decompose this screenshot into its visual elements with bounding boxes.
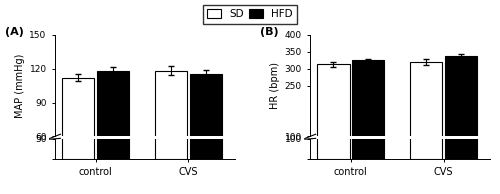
- Text: (B): (B): [260, 27, 278, 37]
- Bar: [96, 111, 129, 159]
- Bar: [445, 56, 477, 170]
- Bar: [317, 64, 350, 170]
- Bar: [190, 112, 222, 159]
- Bar: [62, 114, 94, 159]
- Text: (A): (A): [4, 27, 24, 37]
- Bar: [154, 71, 187, 194]
- Bar: [410, 62, 442, 170]
- Bar: [352, 60, 384, 170]
- Y-axis label: MAP (mmHg): MAP (mmHg): [16, 54, 26, 118]
- Bar: [317, 96, 350, 159]
- Bar: [154, 111, 187, 159]
- Y-axis label: HR (bpm): HR (bpm): [270, 62, 280, 109]
- Bar: [190, 74, 222, 194]
- Bar: [410, 94, 442, 159]
- Bar: [445, 91, 477, 159]
- Legend: SD, HFD: SD, HFD: [203, 5, 297, 23]
- Bar: [96, 71, 129, 194]
- Bar: [62, 78, 94, 194]
- Bar: [352, 93, 384, 159]
